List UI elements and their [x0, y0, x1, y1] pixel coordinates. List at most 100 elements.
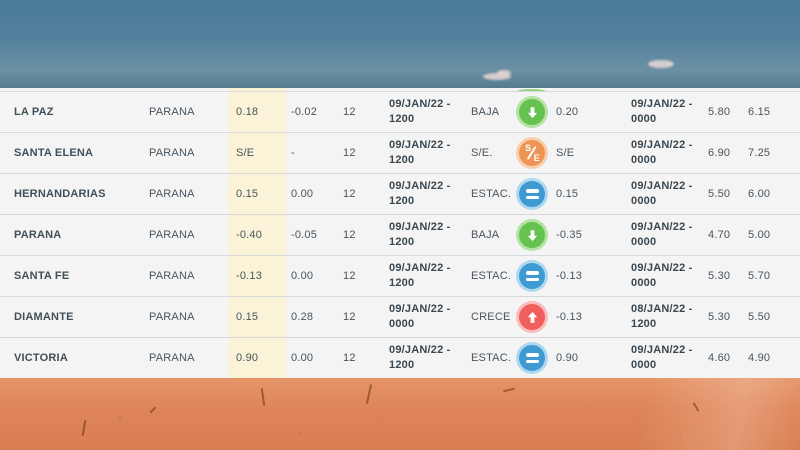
- trend-label: BAJA: [471, 229, 500, 241]
- change-value: 0.28: [291, 311, 314, 323]
- level-value: S/E: [228, 133, 286, 173]
- evacuation-level: 7.25: [748, 147, 771, 159]
- river-name: PARANA: [149, 229, 195, 241]
- reading-date: 09/JAN/22 -: [389, 180, 451, 193]
- trend-label: BAJA: [471, 106, 500, 118]
- forecast-value: 0.15: [556, 188, 579, 200]
- station-name: SANTA FE: [14, 270, 70, 282]
- station-name: DIAMANTE: [14, 311, 74, 323]
- river-name: PARANA: [149, 106, 195, 118]
- reading-date: 09/JAN/22 -: [389, 344, 451, 357]
- down-arrow-icon: [519, 222, 545, 248]
- equals-icon: [519, 181, 545, 207]
- evacuation-level: 5.70: [748, 270, 771, 282]
- hours-value: 12: [343, 188, 356, 200]
- evacuation-level: 5.00: [748, 229, 771, 241]
- reading-date: 09/JAN/22 -: [389, 303, 451, 316]
- station-name: PARANA: [14, 229, 62, 241]
- river-name: PARANA: [149, 352, 195, 364]
- cloud: [497, 70, 511, 76]
- equals-icon: [519, 263, 545, 289]
- table-row: SANTA ELENA PARANA S/E - 12 09/JAN/22 - …: [0, 132, 800, 173]
- river-name: PARANA: [149, 311, 195, 323]
- level-value: 0.15: [228, 297, 286, 337]
- reading-time: 0000: [389, 318, 415, 330]
- forecast-value: S/E: [556, 147, 575, 159]
- forecast-time: 0000: [631, 195, 657, 207]
- forecast-time: 1200: [631, 318, 657, 330]
- table-row: VICTORIA PARANA 0.90 0.00 12 09/JAN/22 -…: [0, 337, 800, 378]
- forecast-value: -0.35: [556, 229, 583, 241]
- hours-value: 12: [343, 311, 356, 323]
- level-value: -0.40: [228, 215, 286, 255]
- change-value: 0.00: [291, 270, 314, 282]
- alert-level: 4.60: [708, 352, 731, 364]
- forecast-time: 0000: [631, 277, 657, 289]
- table-row: DIAMANTE PARANA 0.15 0.28 12 09/JAN/22 -…: [0, 296, 800, 337]
- forecast-time: 0000: [631, 113, 657, 125]
- up-arrow-icon: [519, 304, 545, 330]
- table-row: HERNANDARIAS PARANA 0.15 0.00 12 09/JAN/…: [0, 173, 800, 214]
- level-value: 0.15: [228, 174, 286, 214]
- river-levels-table: LA PAZ PARANA 0.18 -0.02 12 09/JAN/22 - …: [0, 88, 800, 378]
- station-name: HERNANDARIAS: [14, 188, 106, 200]
- down-arrow-icon: [519, 99, 545, 125]
- river-name: PARANA: [149, 270, 195, 282]
- reading-datetime: 09/JAN/22 - 1200: [386, 261, 468, 291]
- forecast-value: -0.13: [556, 270, 583, 282]
- alert-level: 5.80: [708, 106, 731, 118]
- forecast-value: -0.13: [556, 311, 583, 323]
- reading-time: 1200: [389, 359, 415, 371]
- forecast-date: 09/JAN/22 -: [631, 180, 693, 193]
- sand-mark: [260, 387, 266, 407]
- change-value: -: [291, 147, 295, 159]
- change-value: -0.05: [291, 229, 318, 241]
- forecast-datetime: 09/JAN/22 - 0000: [624, 179, 706, 209]
- table-row: PARANA PARANA -0.40 -0.05 12 09/JAN/22 -…: [0, 214, 800, 255]
- sand-mark: [81, 419, 87, 437]
- reading-time: 1200: [389, 113, 415, 125]
- alert-level: 4.70: [708, 229, 731, 241]
- reading-datetime: 09/JAN/22 - 1200: [386, 179, 468, 209]
- alert-level: 5.50: [708, 188, 731, 200]
- highlight-column-sliver: [228, 88, 286, 91]
- river-name: PARANA: [149, 147, 195, 159]
- forecast-date: 08/JAN/22 -: [631, 303, 693, 316]
- hours-value: 12: [343, 106, 356, 118]
- forecast-datetime: 09/JAN/22 - 0000: [624, 261, 706, 291]
- reading-date: 09/JAN/22 -: [389, 98, 451, 111]
- reading-datetime: 09/JAN/22 - 1200: [386, 97, 468, 127]
- change-value: 0.00: [291, 188, 314, 200]
- evacuation-level: 4.90: [748, 352, 771, 364]
- reading-datetime: 09/JAN/22 - 0000: [386, 302, 468, 332]
- trend-label: S/E.: [471, 147, 493, 159]
- sand-mark: [365, 384, 373, 404]
- forecast-time: 0000: [631, 359, 657, 371]
- forecast-datetime: 09/JAN/22 - 0000: [624, 97, 706, 127]
- sand-background: [0, 378, 800, 450]
- reading-time: 1200: [389, 236, 415, 248]
- forecast-time: 0000: [631, 154, 657, 166]
- reading-datetime: 09/JAN/22 - 1200: [386, 138, 468, 168]
- forecast-date: 09/JAN/22 -: [631, 98, 693, 111]
- table-row: LA PAZ PARANA 0.18 -0.02 12 09/JAN/22 - …: [0, 91, 800, 132]
- sky-background: [0, 0, 800, 88]
- forecast-time: 0000: [631, 236, 657, 248]
- cloud: [483, 73, 511, 80]
- forecast-datetime: 08/JAN/22 - 1200: [624, 302, 706, 332]
- trend-label: ESTAC.: [471, 270, 512, 282]
- reading-date: 09/JAN/22 -: [389, 262, 451, 275]
- level-value: 0.90: [228, 338, 286, 378]
- forecast-datetime: 09/JAN/22 - 0000: [624, 220, 706, 250]
- forecast-date: 09/JAN/22 -: [631, 221, 693, 234]
- sand-mark: [692, 402, 700, 412]
- forecast-date: 09/JAN/22 -: [631, 262, 693, 275]
- reading-time: 1200: [389, 154, 415, 166]
- trend-label: CRECE: [471, 311, 511, 323]
- alert-level: 5.30: [708, 311, 731, 323]
- equals-icon: [519, 345, 545, 371]
- sand-mark: [502, 387, 516, 393]
- hours-value: 12: [343, 352, 356, 364]
- reading-date: 09/JAN/22 -: [389, 139, 451, 152]
- level-value: -0.13: [228, 256, 286, 296]
